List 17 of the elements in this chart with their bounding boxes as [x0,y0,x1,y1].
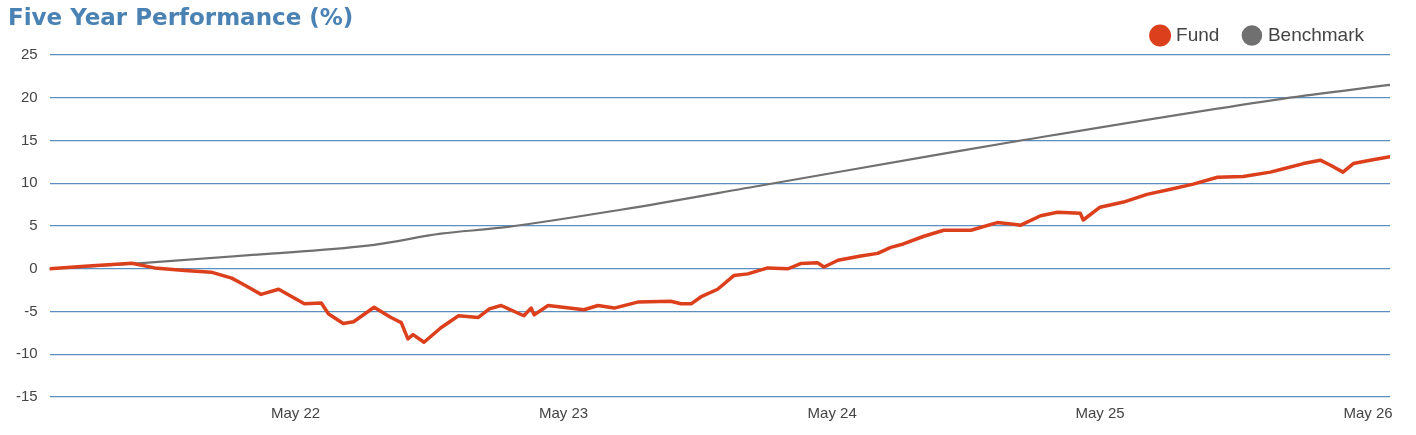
x-tick-label: May 24 [807,404,857,422]
legend-label: Fund [1176,23,1220,45]
y-tick-label: 10 [20,173,38,191]
x-tick-label: May 25 [1075,404,1125,422]
x-tick-label: May 26 [1343,404,1393,422]
y-tick-label: 15 [20,130,38,148]
x-tick-label: May 22 [270,404,321,422]
y-tick-label: -15 [15,387,38,405]
x-tick-label: May 23 [538,404,589,422]
y-tick-label: -10 [15,344,38,362]
legend-label: Benchmark [1267,23,1365,45]
chart-title: Five Year Performance (%) [8,4,354,30]
y-tick-label: 0 [29,258,38,276]
y-tick-label: 25 [20,45,38,63]
y-tick-label: 20 [20,87,38,105]
y-tick-label: -5 [24,301,38,319]
y-tick-label: 5 [29,216,38,234]
